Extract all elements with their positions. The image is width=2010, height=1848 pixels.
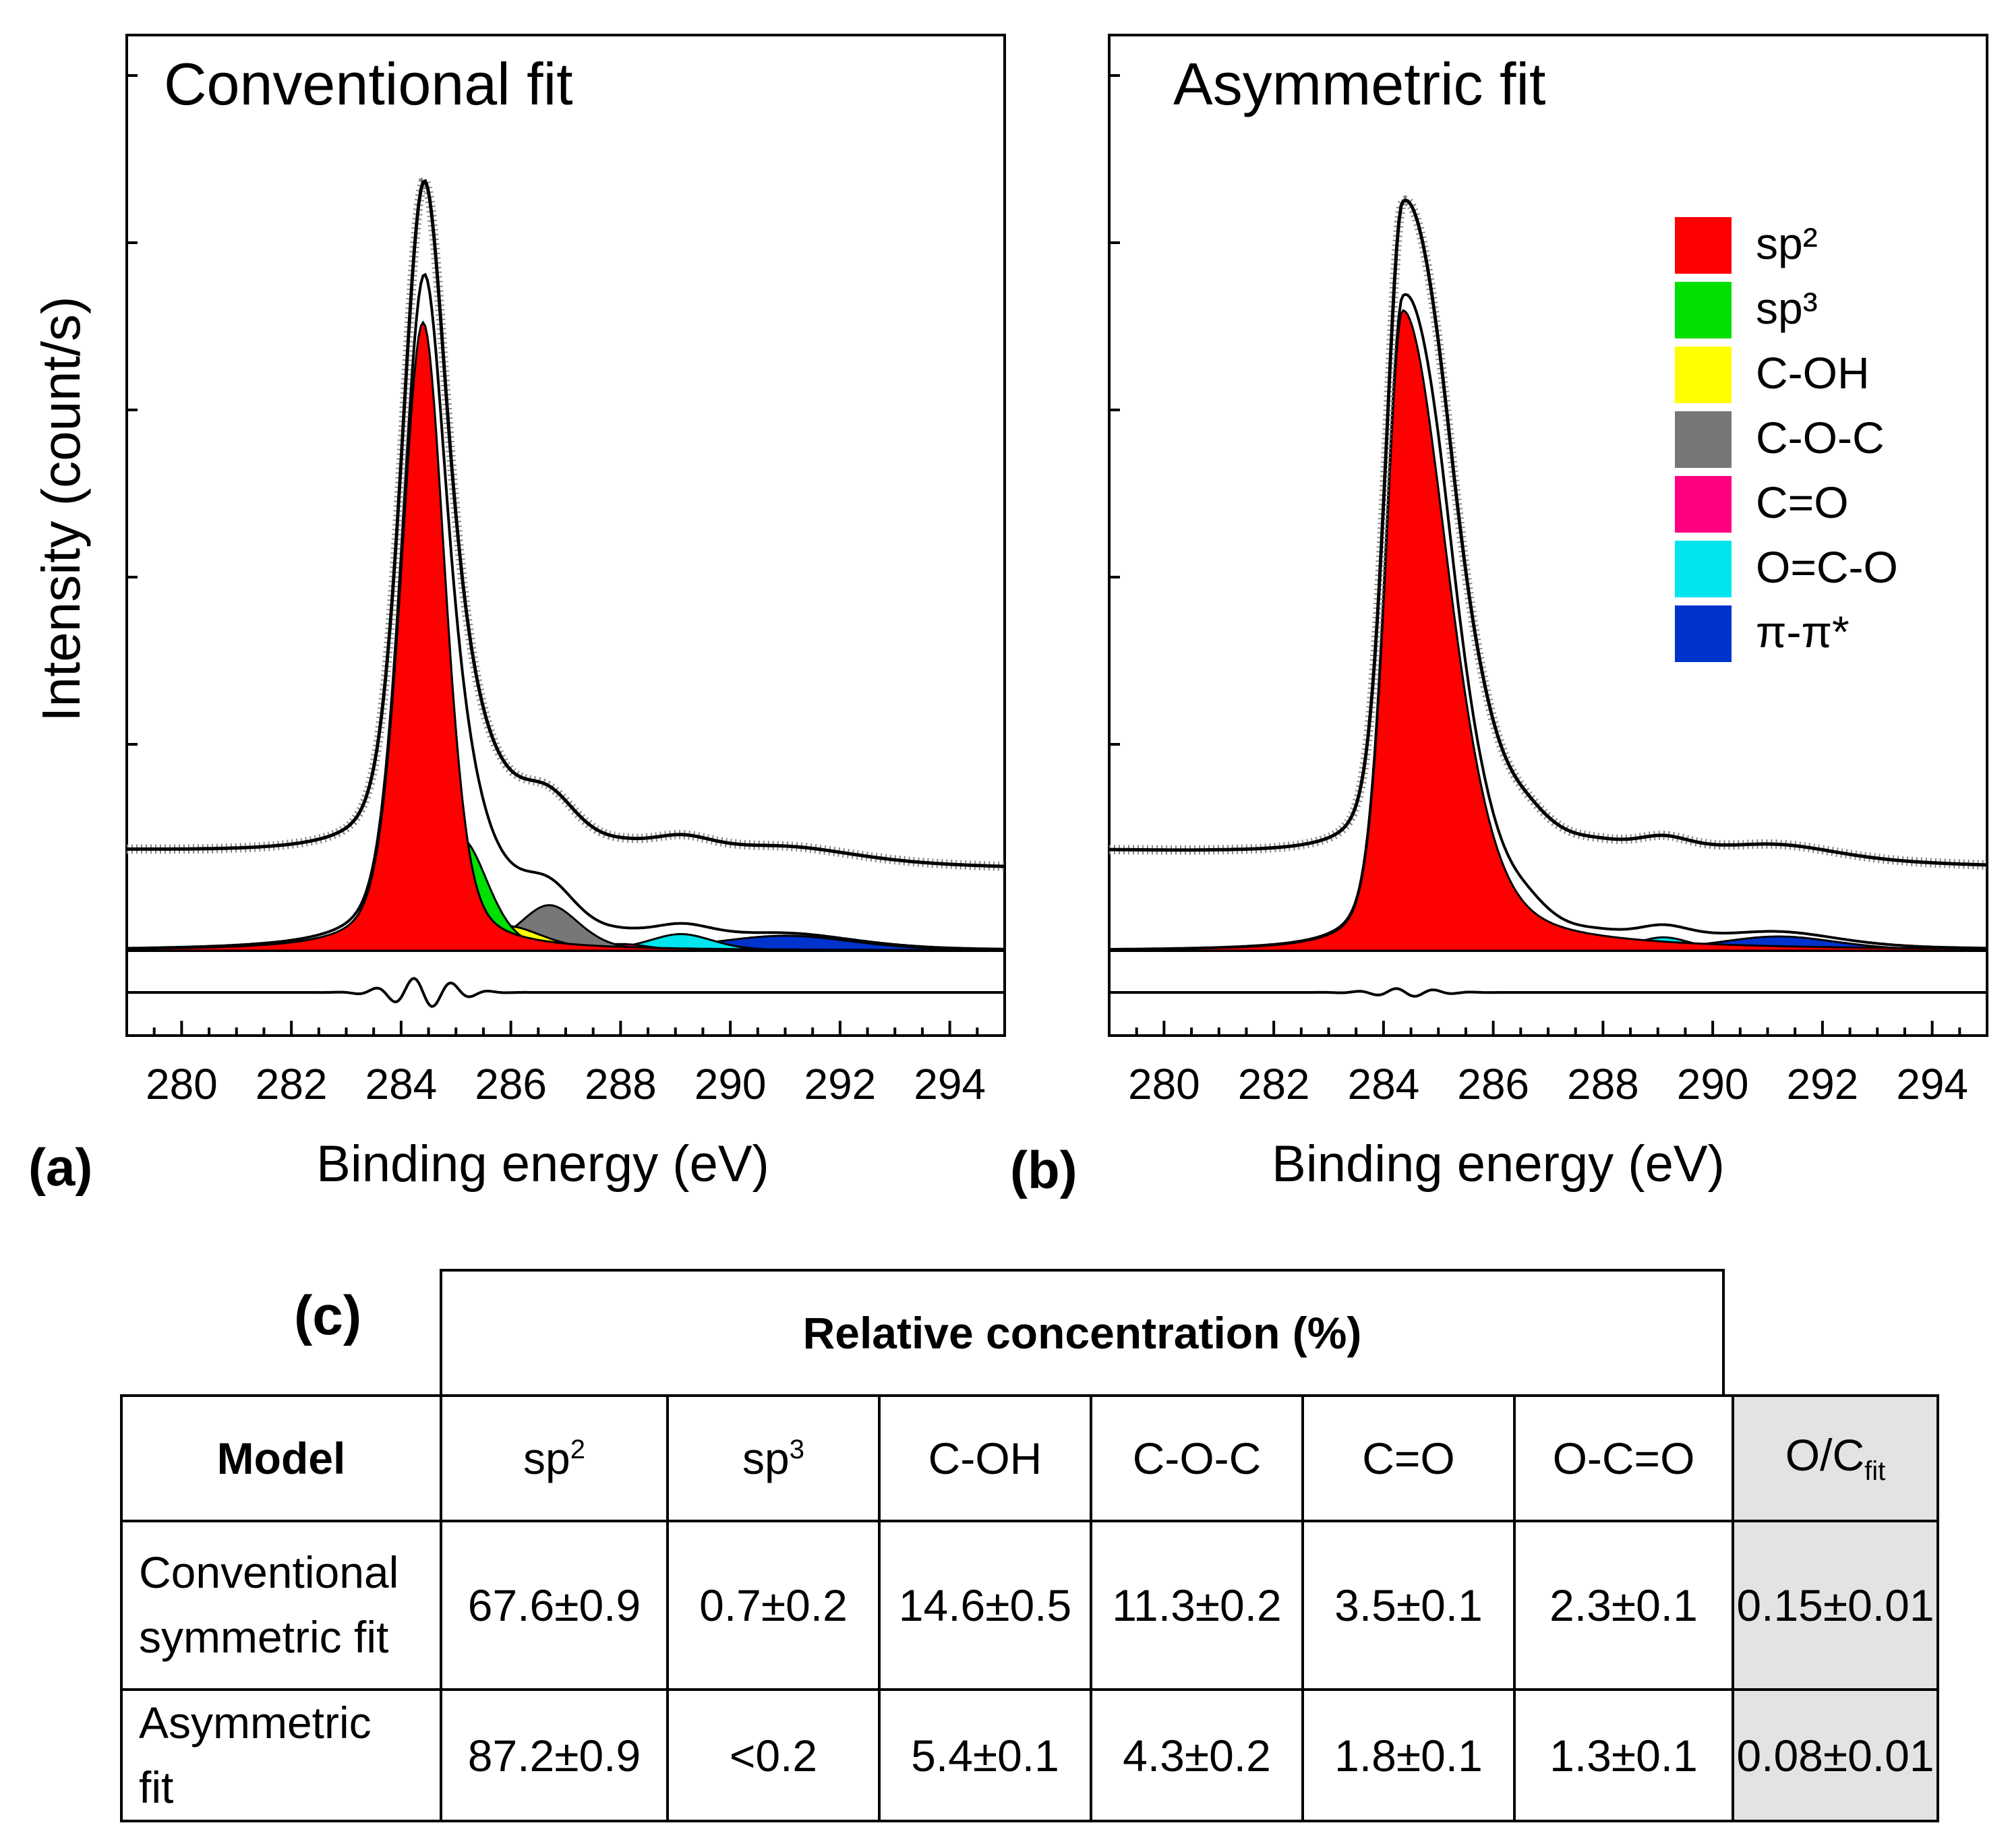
panel-b-x-ticks: 280 282 284 286 288 290 292 294: [1108, 1021, 1988, 1108]
x-tick-label: 286: [475, 1060, 547, 1108]
legend-swatch-O=C-O: [1675, 541, 1732, 597]
table-cell: 3.5±0.1: [1301, 1520, 1516, 1691]
measured-spectrum-line: [126, 179, 1005, 868]
panel-a-title: Conventional fit: [164, 51, 573, 117]
x-tick-label: 292: [1786, 1060, 1858, 1108]
col-header-sp3-text: sp: [742, 1433, 790, 1483]
panel-a-x-axis-label: Binding energy (eV): [316, 1135, 769, 1193]
col-header-sp2-sup: 2: [570, 1435, 585, 1464]
x-tick-label: 282: [1238, 1060, 1310, 1108]
panel-b-label: (b): [1010, 1140, 1077, 1199]
panel-b-y-ticks: [1109, 74, 1120, 746]
col-header-coh: C-OH: [878, 1394, 1092, 1522]
legend-label-C-O-C: C-O-C: [1756, 413, 1885, 463]
panel-b-chart: Asymmetric fit 280 282 284 286 288 290 292 294 …: [1010, 34, 1988, 1199]
fit-envelope-line: [1109, 293, 1988, 951]
panel-a-frame: [125, 34, 1006, 1037]
row-label-line: symmetric fit: [139, 1612, 389, 1662]
row-label-line: Asymmetric: [139, 1698, 372, 1748]
x-tick-label: 290: [694, 1060, 767, 1108]
col-header-sp2-text: sp: [523, 1433, 570, 1483]
table-cell: 4.3±0.2: [1090, 1688, 1304, 1823]
col-header-co: C=O: [1301, 1394, 1516, 1522]
x-tick-label: 292: [804, 1060, 876, 1108]
col-header-oco: O-C=O: [1513, 1394, 1734, 1522]
legend-swatch-C-O-C: [1675, 411, 1732, 468]
measured-spectrum-line: [1109, 198, 1988, 867]
x-tick-label: 286: [1457, 1060, 1529, 1108]
legend-label-C=O: C=O: [1756, 477, 1849, 527]
panel-b-frame: [1108, 34, 1988, 1037]
panel-b-legend: sp² sp³ C-OH C-O-C C=O O=C-O π-π*: [1675, 217, 1898, 662]
row-label-conventional: Conventional symmetric fit: [120, 1520, 442, 1691]
panel-a-chart: Conventional fit 280 282 284 286 288 290 292 29…: [28, 34, 1006, 1197]
panel-a-x-ticks: 280 282 284 286 288 290 292 294: [125, 1021, 1006, 1108]
x-tick-label: 294: [1896, 1060, 1968, 1108]
panel-a-y-axis-label: Intensity (count/s): [31, 296, 91, 721]
legend-swatch-pi-pi: [1675, 605, 1732, 662]
legend-label-sp3: sp³: [1756, 283, 1818, 333]
residual-line: [127, 976, 1005, 1009]
table-cell: 5.4±0.1: [878, 1688, 1092, 1823]
fit-envelope-line: [126, 272, 1005, 951]
panel-a-label: (a): [28, 1137, 92, 1197]
table-row: Asymmetric fit 87.2±0.9 <0.2 5.4±0.1 4.3±…: [120, 1688, 1939, 1823]
x-tick-label: 288: [1567, 1060, 1639, 1108]
row-label-asymmetric: Asymmetric fit: [120, 1688, 442, 1823]
table-cell: 1.3±0.1: [1513, 1688, 1734, 1823]
legend-label-C-OH: C-OH: [1756, 348, 1870, 398]
legend-swatch-sp3: [1675, 282, 1732, 338]
col-header-sp2: sp2: [440, 1394, 669, 1522]
table-group-header: Relative concentration (%): [440, 1269, 1725, 1394]
table-cell: <0.2: [666, 1688, 881, 1823]
table-cell-oc: 0.08±0.01: [1732, 1688, 1939, 1823]
panel-b-title: Asymmetric fit: [1173, 51, 1545, 117]
legend-swatch-C=O: [1675, 476, 1732, 533]
panel-a-y-ticks: [127, 74, 138, 746]
legend-label-O=C-O: O=C-O: [1756, 542, 1898, 592]
table-cell-oc: 0.15±0.01: [1732, 1520, 1939, 1691]
x-tick-label: 290: [1677, 1060, 1749, 1108]
col-header-coc: C-O-C: [1090, 1394, 1304, 1522]
measured-data-markers: [1109, 195, 1988, 870]
col-header-sp3-sup: 3: [789, 1435, 804, 1464]
figure-canvas: Conventional fit 280 282 284 286 288 290 292 29…: [28, 34, 1988, 1199]
table-cell: 11.3±0.2: [1090, 1520, 1304, 1691]
measured-data-markers: [126, 175, 1005, 872]
panel-a-curves: [126, 175, 1005, 1009]
row-label-line: fit: [139, 1762, 174, 1812]
col-header-oc-text: O/C: [1785, 1430, 1865, 1481]
table-cell: 67.6±0.9: [440, 1520, 669, 1691]
legend-label-pi-pi: π-π*: [1756, 607, 1850, 657]
col-header-model: Model: [120, 1394, 442, 1522]
table-cell: 87.2±0.9: [440, 1688, 669, 1823]
x-tick-label: 284: [1347, 1060, 1419, 1108]
table-cell: 14.6±0.5: [878, 1520, 1092, 1691]
panel-b-curves: [1109, 195, 1988, 998]
table-cell: 2.3±0.1: [1513, 1520, 1734, 1691]
x-tick-label: 282: [256, 1060, 328, 1108]
table-cell: 1.8±0.1: [1301, 1688, 1516, 1823]
table-cell: 0.7±0.2: [666, 1520, 881, 1691]
component-peak-sp2: [125, 320, 1006, 952]
x-tick-label: 280: [146, 1060, 218, 1108]
concentration-table: Model sp2 sp3 C-OH C-O-C C=O O-C=O O/Cfi…: [120, 1394, 1939, 1823]
x-tick-label: 288: [585, 1060, 657, 1108]
table-header-row: Model sp2 sp3 C-OH C-O-C C=O O-C=O O/Cfi…: [120, 1394, 1939, 1522]
legend-swatch-C-OH: [1675, 347, 1732, 403]
col-header-oc-sub: fit: [1864, 1456, 1886, 1487]
panel-c-label: (c): [294, 1285, 362, 1346]
panel-b-x-axis-label: Binding energy (eV): [1272, 1135, 1725, 1193]
legend-swatch-sp2: [1675, 217, 1732, 274]
col-header-oc-fit: O/Cfit: [1732, 1394, 1939, 1522]
table-row: Conventional symmetric fit 67.6±0.9 0.7±0…: [120, 1520, 1939, 1691]
residual-line: [1109, 987, 1987, 998]
x-tick-label: 280: [1128, 1060, 1200, 1108]
legend-label-sp2: sp²: [1756, 218, 1818, 268]
x-tick-label: 294: [914, 1060, 986, 1108]
x-tick-label: 284: [365, 1060, 437, 1108]
col-header-sp3: sp3: [666, 1394, 881, 1522]
panel-a-components: [125, 320, 1006, 952]
row-label-line: Conventional: [139, 1547, 399, 1598]
